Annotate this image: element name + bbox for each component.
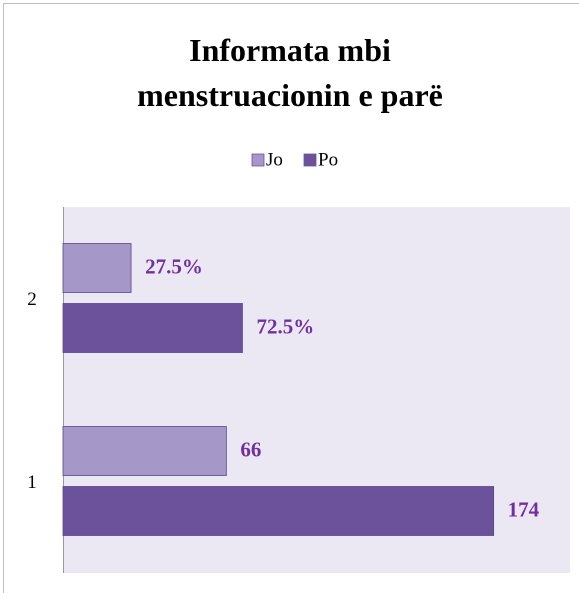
data-label: 72.5% — [256, 314, 314, 338]
bar — [62, 486, 495, 536]
data-label: 174 — [508, 497, 540, 521]
bar — [62, 243, 132, 293]
legend-label: Po — [318, 149, 338, 170]
y-tick-label: 1 — [27, 472, 37, 493]
bar — [62, 426, 227, 476]
y-tick-label: 2 — [27, 289, 37, 310]
legend-label: Jo — [266, 149, 283, 170]
frame — [3, 3, 579, 593]
bar — [62, 303, 243, 353]
data-label: 27.5% — [145, 254, 203, 278]
data-label: 66 — [240, 437, 261, 461]
chart-title: Informata mbi menstruacionin e parë — [137, 32, 443, 113]
legend-swatch — [303, 153, 317, 167]
legend-swatch — [251, 153, 265, 167]
